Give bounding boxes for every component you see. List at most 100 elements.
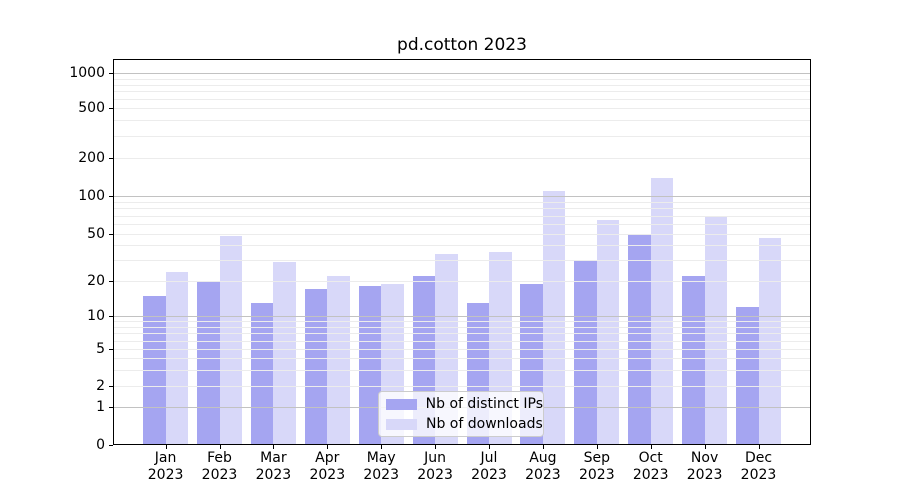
- y-tick-label-500: 500: [78, 100, 105, 117]
- x-tick-label-sep: Sep 2023: [562, 450, 632, 484]
- minor-gridline-800: [114, 85, 810, 86]
- minor-gridline-600: [114, 99, 810, 100]
- x-tick-label-mar: Mar 2023: [238, 450, 308, 484]
- x-tick-label-aug: Aug 2023: [508, 450, 578, 484]
- minor-gridline-40: [114, 245, 810, 246]
- bar-downloads-sep: [596, 219, 620, 444]
- x-tick-label-nov: Nov 2023: [670, 450, 740, 484]
- minor-gridline-6: [114, 341, 810, 342]
- x-tick-mark-oct: [651, 445, 652, 449]
- bar-downloads-jan: [165, 271, 189, 444]
- x-tick-year: 2023: [525, 467, 561, 483]
- x-tick-mark-jun: [435, 445, 436, 449]
- bar-distinct-ips-nov: [682, 276, 705, 444]
- x-tick-year: 2023: [363, 467, 399, 483]
- x-tick-month: Dec: [744, 450, 773, 466]
- minor-gridline-8: [114, 327, 810, 328]
- x-tick-year: 2023: [471, 467, 507, 483]
- x-tick-month: Aug: [529, 450, 557, 466]
- x-tick-month: Apr: [315, 450, 340, 466]
- x-tick-year: 2023: [255, 467, 292, 483]
- major-gridline-100: [114, 196, 810, 197]
- x-tick-label-apr: Apr 2023: [292, 450, 362, 484]
- x-tick-year: 2023: [632, 467, 669, 483]
- bar-distinct-ips-apr: [304, 289, 328, 444]
- legend: Nb of distinct IPs Nb of downloads: [378, 391, 544, 437]
- legend-label-downloads: Nb of downloads: [426, 416, 543, 432]
- x-tick-month: Jul: [480, 450, 498, 466]
- bar-downloads-feb: [219, 236, 242, 444]
- x-tick-mark-feb: [220, 445, 221, 449]
- legend-label-distinct-ips: Nb of distinct IPs: [425, 396, 543, 412]
- minor-gridline-70: [114, 216, 810, 217]
- x-tick-year: 2023: [309, 467, 346, 483]
- x-tick-mark-aug: [543, 445, 544, 449]
- y-tick-mark-100: [109, 196, 113, 197]
- legend-swatch-downloads-icon: [386, 418, 417, 430]
- bar-distinct-ips-may: [358, 286, 382, 444]
- bar-downloads-mar: [273, 261, 296, 444]
- y-tick-mark-500: [109, 108, 113, 109]
- minor-gridline-300: [114, 136, 810, 137]
- x-tick-mark-apr: [327, 445, 328, 449]
- y-tick-mark-1000: [109, 73, 113, 74]
- x-tick-year: 2023: [417, 467, 453, 483]
- y-tick-label-100: 100: [78, 188, 105, 204]
- chart-title: pd.cotton 2023: [397, 35, 527, 55]
- x-tick-label-oct: Oct 2023: [616, 450, 686, 484]
- bar-distinct-ips-sep: [574, 260, 597, 444]
- minor-gridline-80: [114, 208, 810, 209]
- y-tick-label-1000: 1000: [69, 65, 105, 82]
- y-tick-label-1: 1: [96, 399, 105, 416]
- legend-item-distinct-ips: Nb of distinct IPs: [386, 396, 543, 412]
- x-tick-mark-sep: [597, 445, 598, 449]
- bar-downloads-oct: [650, 177, 674, 444]
- x-tick-mark-jul: [489, 445, 490, 449]
- x-tick-mark-mar: [273, 445, 274, 449]
- x-tick-label-jul: Jul 2023: [454, 450, 524, 484]
- y-tick-label-2: 2: [96, 378, 105, 394]
- x-tick-label-jan: Jan 2023: [131, 450, 201, 484]
- bar-distinct-ips-oct: [628, 235, 651, 444]
- minor-gridline-2: [114, 386, 810, 387]
- y-tick-label-50: 50: [87, 226, 105, 242]
- y-tick-mark-20: [109, 281, 113, 282]
- minor-gridline-5: [114, 349, 810, 350]
- x-tick-month: Jun: [424, 450, 447, 466]
- minor-gridline-7: [114, 333, 810, 334]
- bar-distinct-ips-mar: [250, 302, 274, 444]
- legend-item-downloads: Nb of downloads: [386, 416, 543, 432]
- major-gridline-10: [114, 316, 810, 317]
- bar-downloads-nov: [704, 215, 728, 444]
- y-tick-mark-10: [109, 316, 113, 317]
- x-tick-mark-may: [381, 445, 382, 449]
- x-tick-label-may: May 2023: [346, 450, 416, 484]
- y-tick-mark-2: [109, 386, 113, 387]
- minor-gridline-500: [114, 108, 810, 109]
- x-tick-year: 2023: [147, 467, 184, 483]
- legend-swatch-distinct-ips-icon: [386, 398, 417, 410]
- x-tick-mark-nov: [705, 445, 706, 449]
- bar-distinct-ips-jan: [143, 295, 166, 444]
- x-tick-month: Sep: [583, 450, 610, 466]
- bar-downloads-apr: [327, 276, 350, 444]
- y-tick-label-10: 10: [87, 308, 105, 324]
- x-tick-label-dec: Dec 2023: [724, 450, 794, 484]
- y-tick-label-20: 20: [87, 273, 105, 289]
- x-tick-year: 2023: [740, 467, 777, 483]
- x-tick-month: Nov: [690, 450, 719, 466]
- minor-gridline-200: [114, 158, 810, 159]
- bar-distinct-ips-feb: [197, 281, 220, 444]
- minor-gridline-30: [114, 260, 810, 261]
- x-tick-label-feb: Feb 2023: [185, 450, 255, 484]
- x-tick-year: 2023: [578, 467, 615, 483]
- y-tick-label-5: 5: [96, 341, 105, 358]
- minor-gridline-400: [114, 120, 810, 121]
- y-tick-mark-200: [109, 158, 113, 159]
- x-tick-month: Oct: [638, 450, 663, 466]
- y-tick-mark-5: [109, 349, 113, 350]
- minor-gridline-20: [114, 281, 810, 282]
- minor-gridline-4: [114, 358, 810, 359]
- x-tick-label-jun: Jun 2023: [400, 450, 470, 484]
- x-tick-month: Jan: [154, 450, 177, 466]
